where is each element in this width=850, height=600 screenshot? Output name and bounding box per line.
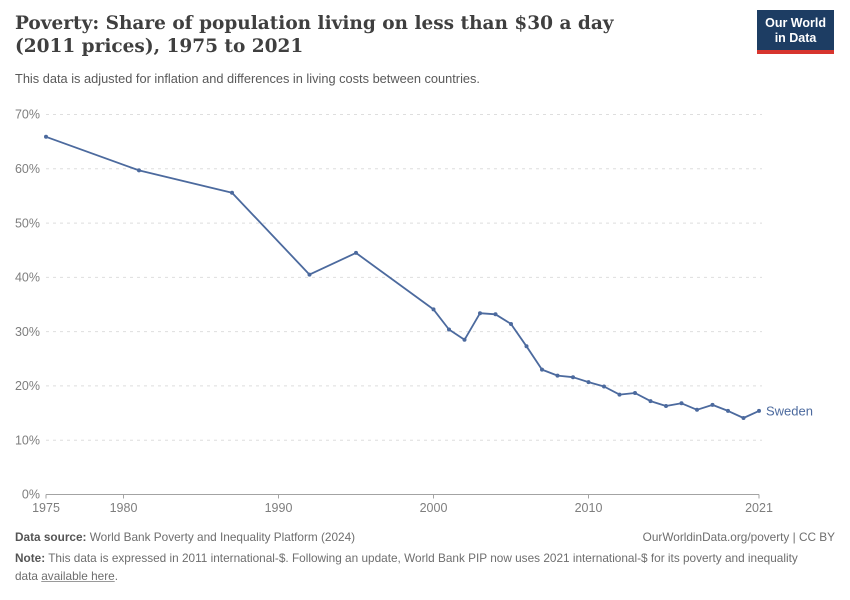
data-point — [431, 307, 436, 312]
data-point — [710, 402, 715, 407]
x-tick-label: 1975 — [32, 501, 60, 515]
data-point — [741, 416, 746, 420]
data-point — [757, 408, 761, 413]
y-tick-label: 30% — [15, 325, 40, 339]
owid-logo-line2: in Data — [774, 31, 817, 45]
data-source-label: Data source: — [15, 530, 87, 544]
data-point — [307, 272, 312, 277]
data-source-row: Data source: World Bank Poverty and Ineq… — [15, 529, 835, 546]
data-point — [633, 391, 637, 395]
data-point — [524, 344, 529, 349]
note-text: This data is expressed in 2011 internati… — [15, 551, 798, 583]
data-point — [571, 375, 575, 380]
y-tick-label: 50% — [15, 216, 40, 230]
data-point — [230, 190, 234, 195]
data-point — [493, 312, 498, 317]
data-point — [586, 380, 591, 385]
data-point — [726, 408, 730, 413]
data-point — [648, 399, 653, 404]
owid-logo[interactable]: Our World in Data — [757, 10, 834, 54]
data-point — [555, 373, 560, 378]
y-tick-label: 60% — [15, 162, 40, 176]
data-point — [447, 327, 451, 332]
x-tick-label: 2010 — [575, 501, 603, 515]
data-point — [354, 250, 358, 255]
data-point — [617, 392, 622, 397]
attribution-link[interactable]: OurWorldinData.org/poverty | CC BY — [642, 530, 835, 544]
x-tick-label: 1990 — [265, 501, 293, 515]
data-point — [137, 168, 141, 173]
data-point — [462, 337, 467, 342]
chart-subtitle: This data is adjusted for inflation and … — [15, 71, 480, 86]
series-end-label: Sweden — [766, 403, 813, 418]
data-point — [679, 401, 684, 406]
x-tick-label: 2021 — [745, 501, 773, 515]
y-tick-label: 20% — [15, 379, 40, 393]
data-point — [44, 134, 48, 139]
x-tick-label: 1980 — [110, 501, 138, 515]
y-tick-label: 70% — [15, 108, 40, 122]
y-tick-label: 0% — [22, 488, 40, 502]
data-source-text: World Bank Poverty and Inequality Platfo… — [86, 530, 356, 544]
note-period: . — [114, 568, 118, 583]
data-point — [540, 367, 544, 372]
chart-footer: Data source: World Bank Poverty and Ineq… — [15, 529, 835, 585]
y-tick-label: 10% — [15, 433, 40, 447]
footer-note: Note: This data is expressed in 2011 int… — [15, 550, 810, 585]
data-point — [478, 311, 482, 316]
data-point — [509, 322, 513, 326]
data-point — [664, 404, 668, 408]
x-tick-label: 2000 — [420, 501, 448, 515]
y-tick-label: 40% — [15, 271, 40, 285]
data-source: Data source: World Bank Poverty and Ineq… — [15, 529, 355, 546]
data-point — [695, 407, 699, 412]
page-title: Poverty: Share of population living on l… — [15, 13, 614, 58]
note-label: Note: — [15, 551, 46, 566]
data-point — [602, 384, 606, 389]
available-here-link[interactable]: available here — [41, 568, 115, 583]
owid-logo-line1: Our World — [765, 16, 826, 30]
